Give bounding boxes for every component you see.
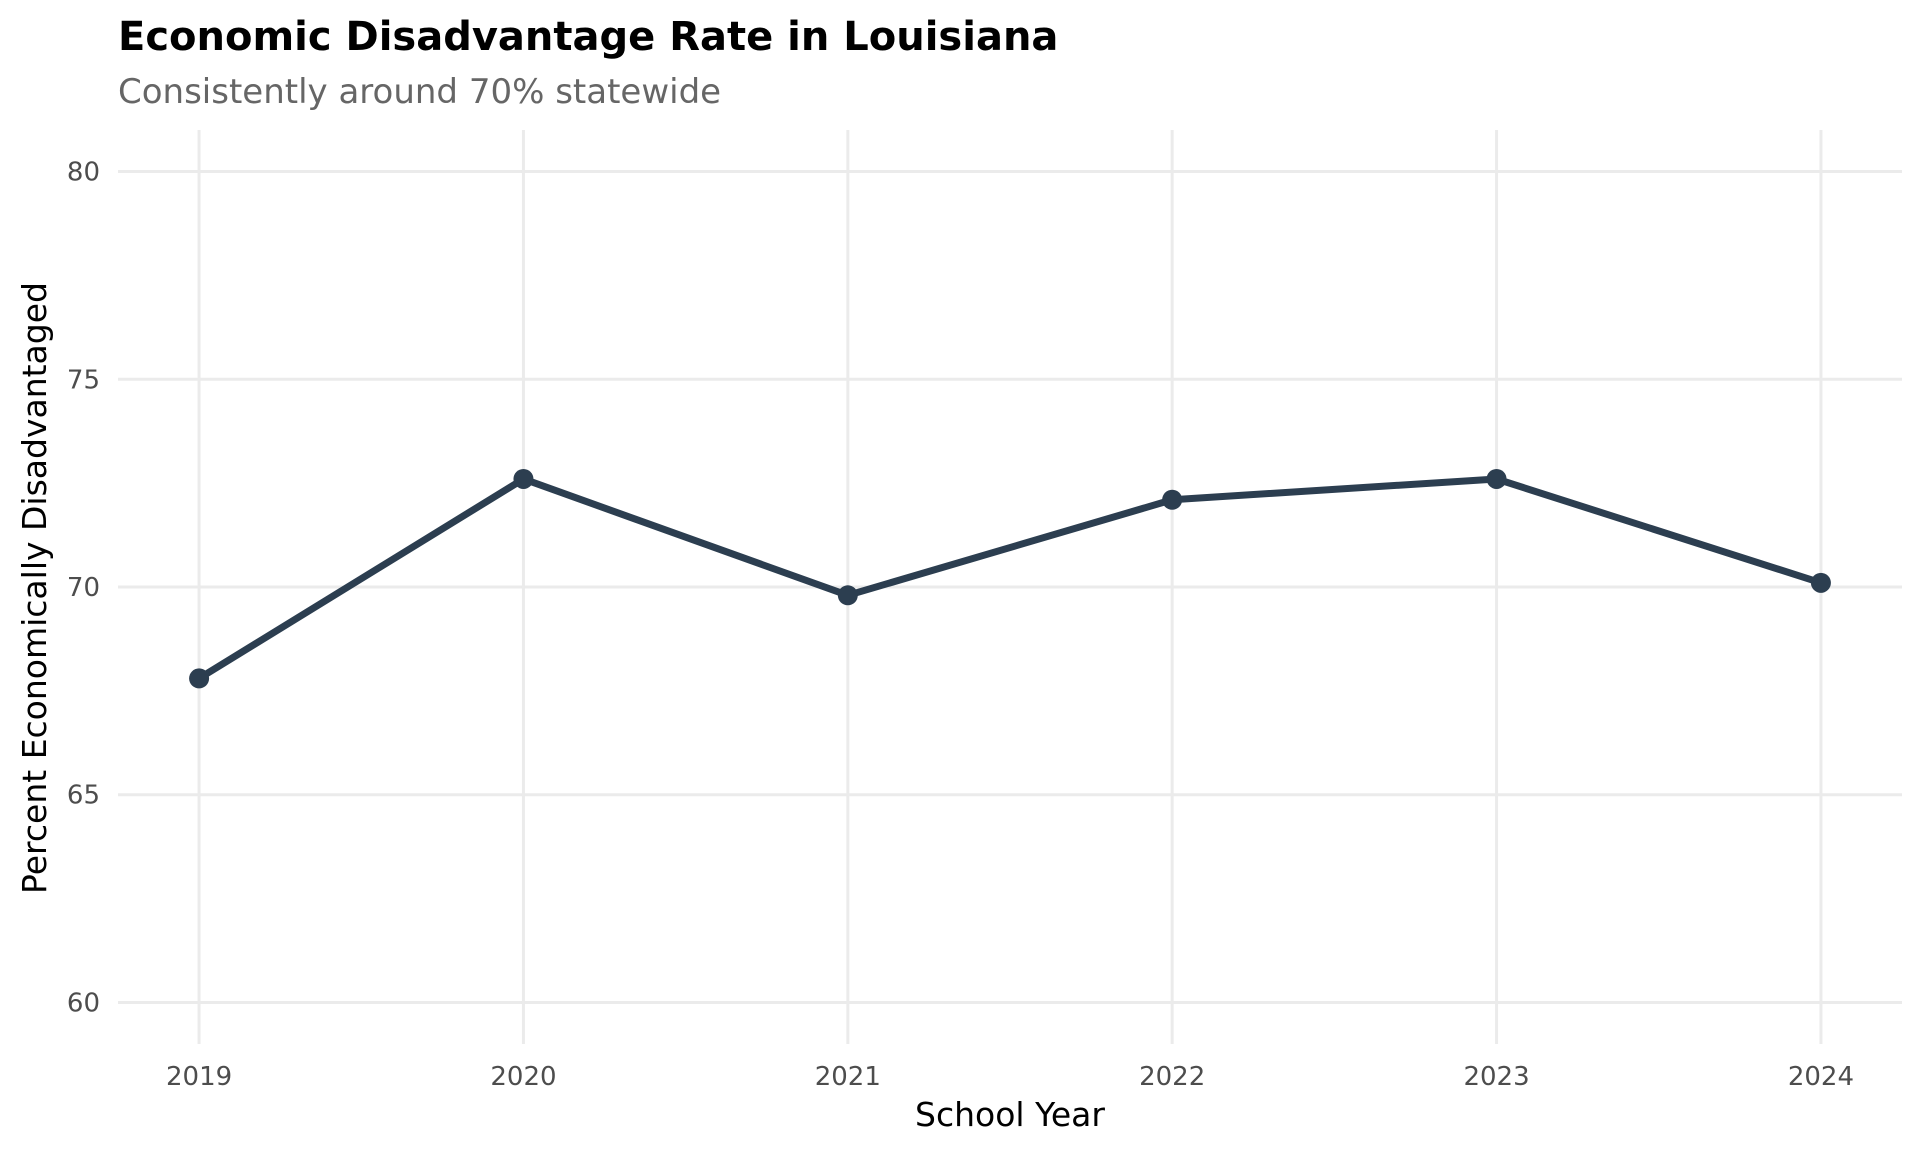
data-point <box>837 585 858 606</box>
x-tick-label: 2019 <box>166 1062 232 1092</box>
chart-title: Economic Disadvantage Rate in Louisiana <box>118 14 1058 60</box>
x-tick-label: 2022 <box>1139 1062 1205 1092</box>
y-axis-ticks: 60 65 70 75 80 <box>67 158 100 1019</box>
data-point <box>189 668 210 689</box>
y-tick-label: 70 <box>67 573 100 603</box>
series-layer <box>189 468 1831 689</box>
grid <box>118 130 1902 1044</box>
x-axis-ticks: 2019 2020 2021 2022 2023 2024 <box>166 1062 1854 1092</box>
x-tick-label: 2024 <box>1788 1062 1854 1092</box>
chart-subtitle: Consistently around 70% statewide <box>118 72 721 112</box>
data-point <box>1162 489 1183 510</box>
data-point <box>1810 572 1831 593</box>
x-tick-label: 2021 <box>815 1062 881 1092</box>
y-axis-title: Percent Economically Disadvantaged <box>15 282 54 894</box>
x-tick-label: 2020 <box>490 1062 556 1092</box>
y-tick-label: 75 <box>67 365 100 395</box>
x-tick-label: 2023 <box>1463 1062 1529 1092</box>
y-tick-label: 80 <box>67 158 100 188</box>
x-axis-title: School Year <box>915 1095 1105 1134</box>
series-line <box>195 475 1825 682</box>
data-point <box>1486 468 1507 489</box>
y-tick-label: 60 <box>67 988 100 1018</box>
data-point <box>513 468 534 489</box>
y-tick-label: 65 <box>67 781 100 811</box>
